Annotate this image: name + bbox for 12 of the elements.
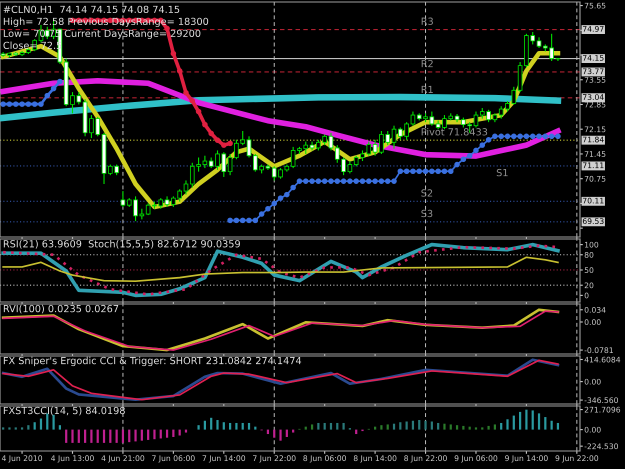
ref-line-label: R1 xyxy=(422,86,433,93)
ref-line-label: S2 xyxy=(421,189,432,197)
ref-line-label: Pivot 71.8433 xyxy=(422,128,488,136)
chart-title: RSI(21) 63.9609 Stoch(15,5,5) 82.6712 90.0359 xyxy=(4,240,240,249)
chart-title: FX Sniper's Ergodic CCI & Trigger: SHORT 231.0842 274.1474 xyxy=(4,356,302,366)
ref-line-label: S3 xyxy=(421,210,432,218)
chart-title: #CLN0,H1 74.14 74.15 74.08 74.15 xyxy=(4,6,180,14)
chart-title: FXST3CCI(14, 5) 84.0198 xyxy=(4,406,125,416)
chart-title: RVI(100) 0.0235 0.0267 xyxy=(4,304,118,314)
ref-line-label: R3 xyxy=(422,18,433,25)
ref-line-label: S1 xyxy=(496,168,508,176)
ref-line-label: R2 xyxy=(422,60,433,68)
